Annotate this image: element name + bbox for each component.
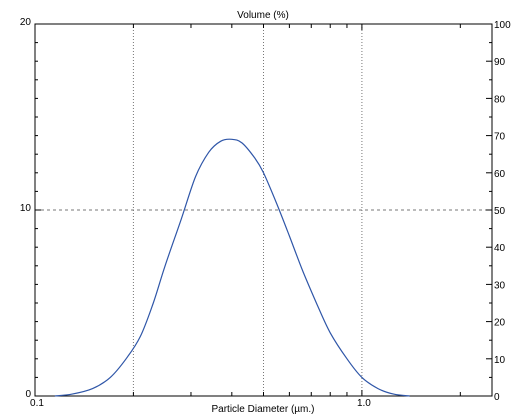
y2-tick-label: 90 [494,57,506,68]
y2-tick-label: 40 [494,243,506,254]
x-axis-label: Particle Diameter (µm.) [212,404,315,414]
y2-tick-label: 50 [494,206,506,217]
y2-tick-label: 70 [494,132,506,143]
axis-ticks [34,23,492,397]
volume-distribution-line [54,138,410,397]
tick-labels: 0.1 1.0 0 10 20 0 10 20 30 40 50 60 70 80 90 100 [20,17,511,409]
y2-tick-label: 100 [494,20,511,31]
y2-tick-label: 20 [494,318,506,329]
x-tick-label: 0.1 [30,398,44,409]
y-tick-label: 20 [20,17,32,28]
y2-tick-label: 80 [494,94,506,105]
x-tick-label: 1.0 [357,398,371,409]
y-tick-label: 10 [20,203,32,214]
gridlines [35,24,492,396]
y2-tick-label: 0 [494,392,500,403]
y2-tick-label: 60 [494,169,506,180]
y2-tick-label: 30 [494,280,506,291]
y2-tick-label: 10 [494,355,506,366]
y-tick-label: 0 [25,389,31,400]
chart-title: Volume (%) [237,10,289,21]
